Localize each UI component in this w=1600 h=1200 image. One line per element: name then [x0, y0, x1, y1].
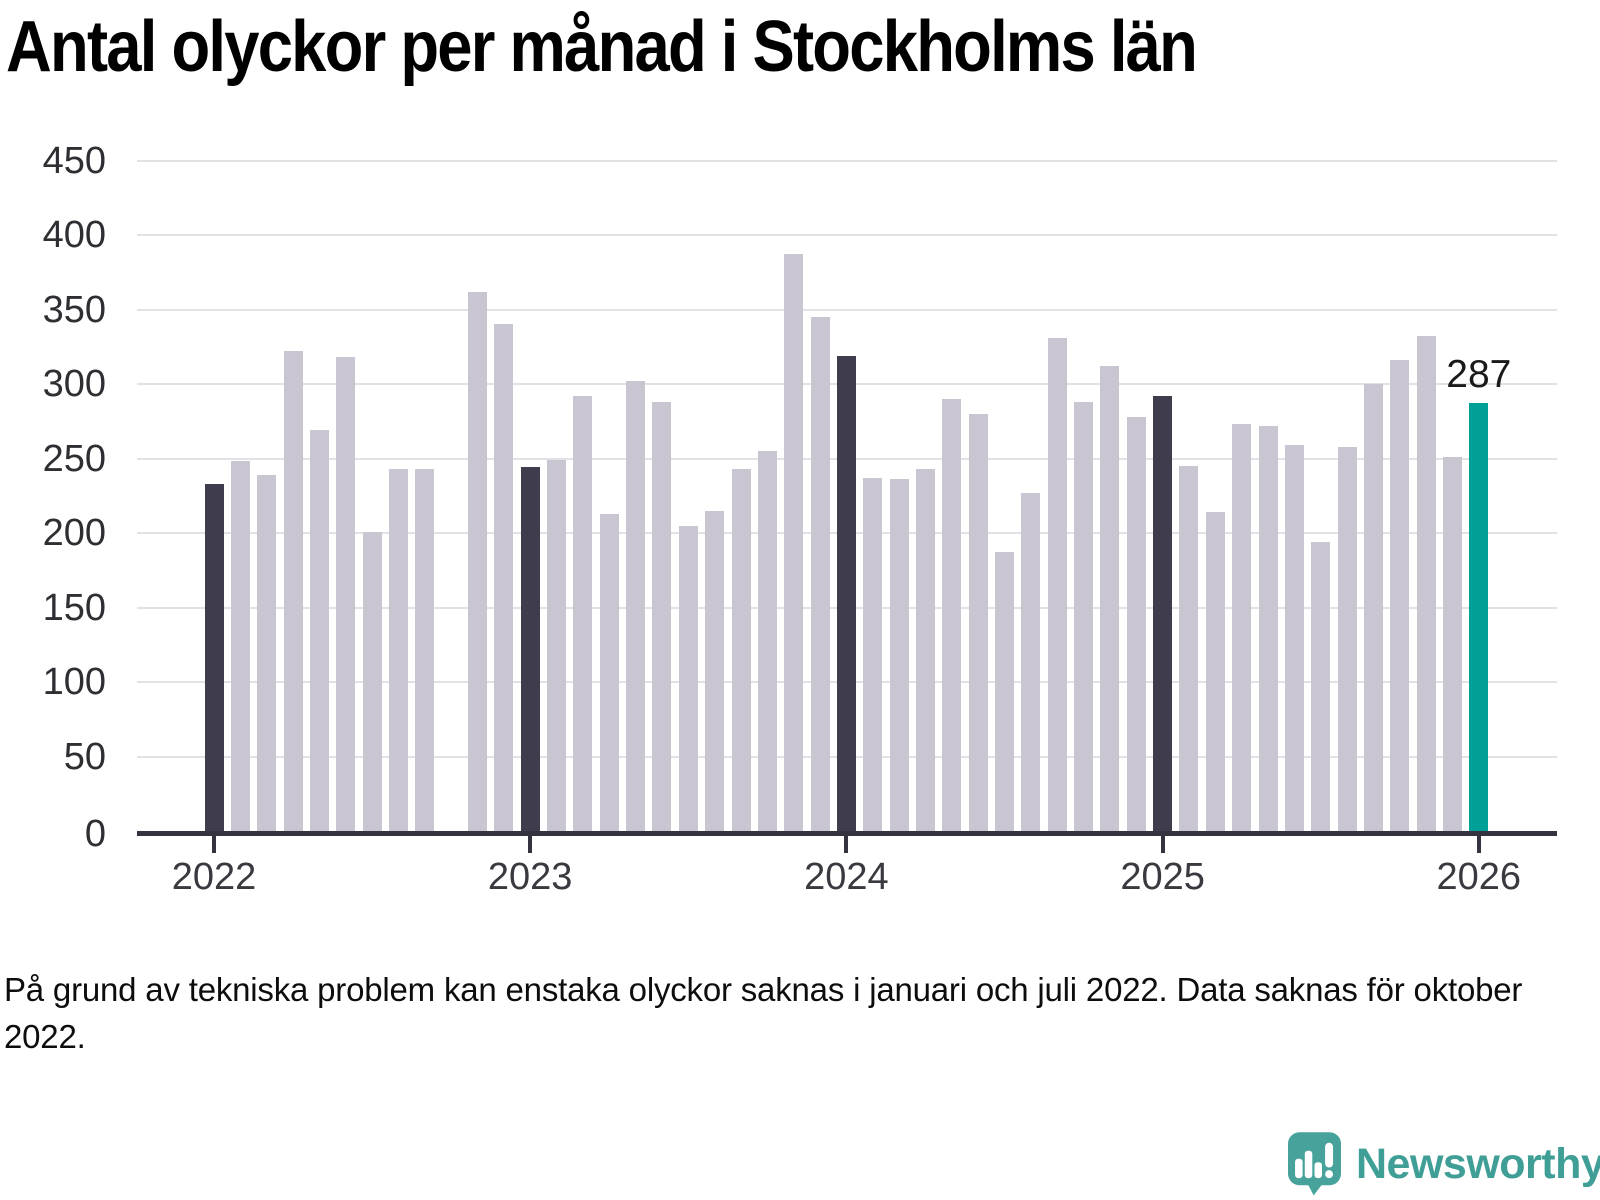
bar-2023-09 — [731, 468, 751, 831]
bar-2025-11 — [1416, 336, 1436, 831]
x-axis-tick — [844, 836, 849, 853]
bar-2024-01 — [836, 355, 856, 831]
newsworthy-speech-bubble-icon — [1288, 1132, 1341, 1196]
gridline — [137, 234, 1557, 236]
bar-2024-07 — [995, 552, 1014, 831]
bar-2025-07 — [1311, 541, 1331, 831]
x-axis-tick — [212, 836, 216, 853]
bar-2023-11 — [784, 254, 804, 831]
bar-2024-02 — [863, 477, 883, 831]
bar-2024-05 — [942, 398, 962, 831]
x-axis-tick — [1160, 836, 1165, 853]
x-axis-tick-label: 2022 — [171, 856, 257, 898]
y-axis-tick-label: 50 — [63, 735, 106, 778]
bar-2023-10 — [757, 451, 777, 831]
bar-2025-04 — [1232, 424, 1252, 831]
bar-2022-04 — [283, 351, 303, 831]
bar-2026-01 — [1469, 403, 1489, 831]
bar-2025-01 — [1153, 395, 1173, 831]
bar-2023-03 — [573, 395, 593, 831]
x-axis-tick-label: 2025 — [1120, 856, 1205, 898]
bar-2024-03 — [889, 479, 909, 831]
y-axis-tick-label: 250 — [42, 437, 106, 480]
bar-2022-05 — [309, 430, 329, 831]
x-axis-line — [137, 831, 1557, 836]
bar-2022-06 — [336, 357, 356, 831]
x-axis-tick — [1476, 836, 1481, 853]
chart-footnote: På grund av tekniska problem kan enstaka… — [4, 971, 1523, 1055]
x-axis-tick-label: 2026 — [1436, 856, 1522, 898]
y-axis-tick-label: 100 — [42, 661, 106, 703]
bar-2023-01 — [520, 467, 540, 831]
y-axis-tick-label: 400 — [42, 214, 106, 256]
bar-2025-09 — [1363, 384, 1383, 831]
gridline — [137, 308, 1557, 311]
bar-2025-10 — [1390, 360, 1410, 831]
bar-2022-09 — [415, 468, 435, 831]
bar-2024-09 — [1047, 337, 1067, 831]
newsworthy-wordmark: Newsworthy — [1356, 1139, 1600, 1188]
bar-2025-12 — [1442, 457, 1462, 831]
bar-2023-02 — [547, 459, 567, 831]
y-axis-tick-label: 150 — [42, 586, 106, 629]
y-axis-tick-label: 300 — [42, 363, 106, 405]
bar-2024-04 — [915, 468, 935, 831]
bar-2022-11 — [468, 291, 487, 831]
y-axis-tick-label: 450 — [42, 139, 106, 182]
gridline — [137, 159, 1557, 162]
bar-2023-04 — [599, 513, 619, 831]
bar-2022-08 — [388, 468, 408, 831]
y-axis-tick-label: 200 — [42, 512, 106, 554]
bar-2025-08 — [1337, 446, 1357, 831]
bar-2025-02 — [1179, 465, 1199, 831]
bar-2023-05 — [626, 381, 646, 831]
x-axis-tick-label: 2024 — [804, 856, 889, 898]
bar-2024-12 — [1126, 416, 1146, 831]
bar-2023-12 — [810, 316, 830, 831]
bar-2022-03 — [257, 474, 277, 831]
bar-2022-07 — [362, 531, 382, 831]
bar-2025-06 — [1284, 445, 1304, 831]
bar-2023-07 — [678, 525, 698, 831]
bar-2023-06 — [652, 401, 672, 831]
bar-value-annotation: 287 — [1446, 353, 1512, 397]
bar-2024-08 — [1021, 492, 1041, 831]
bar-2023-08 — [705, 510, 725, 831]
chart-title: Antal olyckor per månad i Stockholms län — [6, 7, 1198, 87]
bar-2024-10 — [1074, 401, 1094, 831]
bar-2024-11 — [1100, 366, 1120, 831]
x-axis-tick — [528, 836, 533, 853]
bar-2022-02 — [230, 461, 250, 831]
bar-2022-12 — [494, 324, 514, 831]
newsworthy-logo: Newsworthy — [1288, 1132, 1600, 1196]
x-axis-tick-label: 2023 — [487, 856, 573, 898]
bar-2022-01 — [204, 483, 224, 831]
y-axis-tick-label: 350 — [42, 288, 106, 331]
bar-2024-06 — [968, 413, 988, 831]
y-axis-tick-label: 0 — [84, 812, 106, 855]
bar-2025-03 — [1205, 512, 1225, 831]
bar-2025-05 — [1258, 425, 1278, 831]
